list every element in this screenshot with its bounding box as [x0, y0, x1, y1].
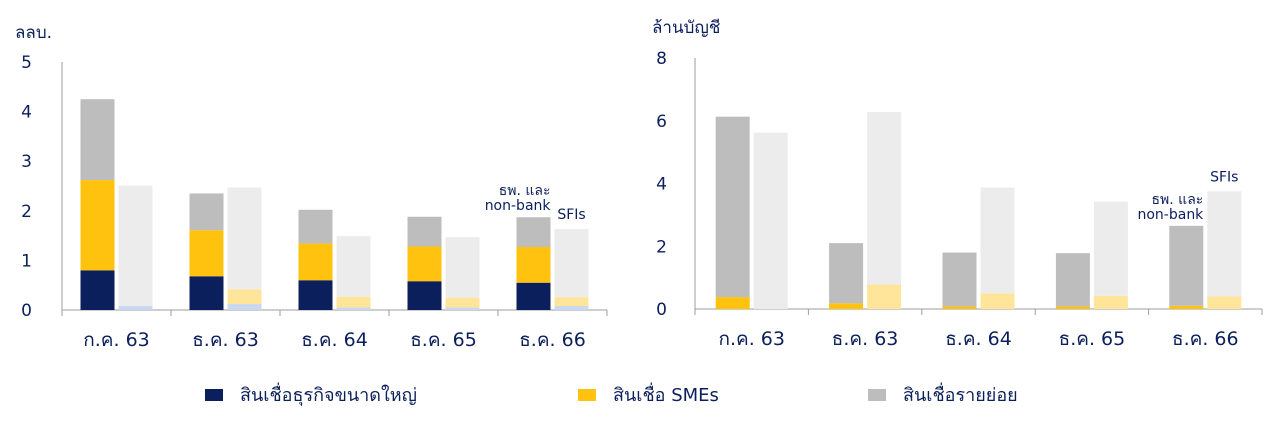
bar-segment-bank-retail: [516, 217, 551, 248]
bar-annotation-bank: ธพ. และ: [499, 183, 551, 199]
legend-swatch-large: [205, 389, 223, 401]
y-tick-label: 4: [21, 103, 32, 123]
bar-segment-bank-retail: [829, 243, 864, 304]
bar-segment-sfi-retail: [867, 111, 902, 285]
bar-segment-sfi-sme: [445, 297, 480, 308]
bar-segment-bank-sme: [715, 297, 750, 309]
bar-segment-sfi-sme: [1093, 295, 1128, 309]
bar-segment-sfi-sme: [227, 289, 262, 305]
bar-segment-bank-sme: [516, 247, 551, 283]
y-axis-label: ลลบ.: [15, 23, 52, 43]
bar-segment-sfi-large: [336, 307, 371, 310]
y-tick-label: 1: [21, 251, 32, 271]
legend-swatch-retail: [868, 389, 886, 401]
bar-segment-bank-sme: [80, 180, 115, 271]
y-tick-label: 6: [656, 112, 667, 132]
legend-label-sme: สินเชื่อ SMEs: [613, 382, 719, 406]
bar-segment-bank-retail: [189, 193, 224, 231]
y-tick-label: 2: [21, 202, 32, 222]
x-tick-label: ธ.ค. 65: [410, 329, 477, 351]
bar-segment-bank-sme: [407, 246, 442, 282]
bar-segment-bank-sme: [942, 306, 977, 309]
x-tick-label: ธ.ค. 64: [301, 329, 368, 351]
bar-annotation-bank-line2: non-bank: [1137, 207, 1204, 223]
bar-segment-sfi-retail: [118, 185, 153, 307]
bar-segment-sfi-sme: [867, 284, 902, 309]
bar-segment-bank-large: [407, 281, 442, 310]
bar-segment-bank-retail: [407, 216, 442, 247]
bar-segment-bank-sme: [1169, 305, 1204, 309]
bar-segment-bank-retail: [298, 209, 333, 244]
y-tick-label: 0: [21, 301, 32, 321]
bar-segment-sfi-sme: [980, 293, 1015, 309]
bar-segment-bank-sme: [298, 243, 333, 281]
bar-segment-sfi-sme: [554, 297, 589, 307]
bar-segment-bank-retail: [942, 252, 977, 307]
bar-segment-sfi-sme: [336, 296, 371, 308]
y-axis-label: ล้านบัญชี: [652, 18, 720, 38]
bar-segment-bank-retail: [80, 99, 115, 181]
bar-segment-bank-sme: [189, 230, 224, 277]
bar-segment-bank-large: [516, 282, 551, 310]
bar-annotation-sfi: SFIs: [1210, 169, 1238, 185]
x-tick-label: ธ.ค. 63: [832, 328, 899, 350]
x-tick-label: ธ.ค. 66: [1172, 328, 1239, 350]
x-tick-label: ธ.ค. 63: [192, 329, 259, 351]
bar-segment-sfi-retail: [445, 237, 480, 298]
y-tick-label: 2: [656, 237, 667, 257]
bar-segment-sfi-large: [554, 306, 589, 310]
bar-segment-bank-sme: [1055, 306, 1090, 309]
bar-segment-sfi-large: [118, 306, 153, 310]
x-tick-label: ธ.ค. 66: [519, 329, 586, 351]
legend-swatch-sme: [578, 389, 596, 401]
y-tick-label: 5: [21, 53, 32, 73]
bar-segment-bank-large: [80, 270, 115, 310]
bar-segment-sfi-sme: [1207, 296, 1242, 309]
bar-annotation-bank: ธพ. และ: [1152, 192, 1204, 208]
legend-label-retail: สินเชื่อรายย่อย: [903, 382, 1018, 406]
bar-segment-bank-sme: [829, 303, 864, 309]
bar-segment-bank-retail: [1055, 253, 1090, 307]
bar-segment-sfi-retail: [227, 187, 262, 290]
bar-segment-sfi-large: [445, 307, 480, 310]
x-tick-label: ก.ค. 63: [718, 328, 785, 350]
bar-segment-sfi-retail: [554, 229, 589, 298]
y-tick-label: 3: [21, 152, 32, 172]
y-tick-label: 4: [656, 175, 667, 195]
bar-segment-sfi-retail: [980, 187, 1015, 294]
bar-segment-sfi-retail: [336, 236, 371, 297]
y-tick-label: 0: [656, 300, 667, 320]
bar-annotation-sfi: SFIs: [557, 207, 585, 223]
x-tick-label: ธ.ค. 64: [945, 328, 1012, 350]
bar-segment-sfi-large: [227, 304, 262, 310]
x-tick-label: ก.ค. 63: [83, 329, 150, 351]
legend-label-large: สินเชื่อธุรกิจขนาดใหญ่: [240, 382, 417, 406]
bar-segment-bank-retail: [715, 116, 750, 298]
bar-segment-bank-large: [189, 276, 224, 310]
bar-segment-bank-retail: [1169, 225, 1204, 306]
bar-segment-bank-large: [298, 280, 333, 310]
bar-segment-sfi-retail: [1207, 191, 1242, 297]
bar-segment-sfi-retail: [753, 132, 788, 309]
bar-annotation-bank-line2: non-bank: [485, 198, 552, 214]
y-tick-label: 8: [656, 49, 667, 69]
x-tick-label: ธ.ค. 65: [1059, 328, 1126, 350]
bar-segment-sfi-retail: [1093, 201, 1128, 296]
